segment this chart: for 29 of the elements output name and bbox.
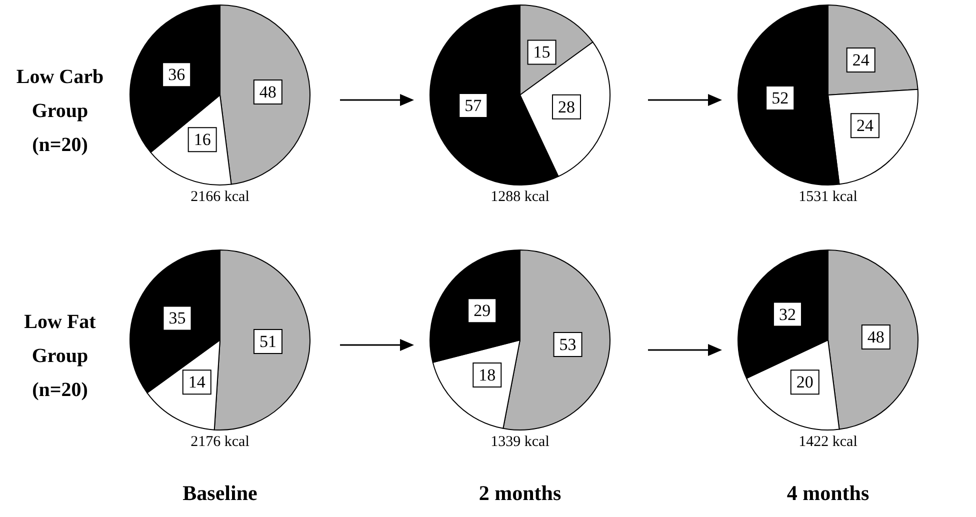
data-label: 24 [852, 50, 870, 70]
data-label: 32 [778, 304, 796, 324]
data-label: 20 [796, 372, 814, 392]
text: Baseline [182, 481, 258, 506]
data-label: 53 [559, 335, 576, 354]
data-label: 24 [856, 116, 874, 136]
data-label: 48 [259, 82, 276, 102]
text: 4 months [786, 481, 870, 506]
text: 1422 kcal [798, 434, 858, 451]
text: 1531 kcal [798, 189, 858, 206]
data-label: 51 [259, 332, 276, 352]
text: 2 months [478, 481, 562, 506]
data-label: 35 [168, 308, 186, 328]
data-label: 28 [558, 97, 575, 116]
data-label: 29 [474, 301, 491, 320]
data-label: 18 [478, 365, 496, 384]
text: 1288 kcal [490, 189, 550, 206]
data-label: 57 [464, 96, 482, 115]
data-label: 16 [194, 130, 211, 150]
text: Low Fat Group (n=20) [23, 310, 97, 403]
data-label: 14 [188, 372, 206, 392]
text: Low Carb Group (n=20) [15, 65, 105, 158]
text: 2176 kcal [190, 434, 250, 451]
data-label: 48 [867, 327, 884, 346]
data-label: 36 [168, 65, 186, 84]
data-label: 52 [772, 88, 789, 108]
text: 2166 kcal [190, 189, 250, 206]
data-label: 15 [533, 42, 550, 62]
text: 1339 kcal [490, 434, 550, 451]
